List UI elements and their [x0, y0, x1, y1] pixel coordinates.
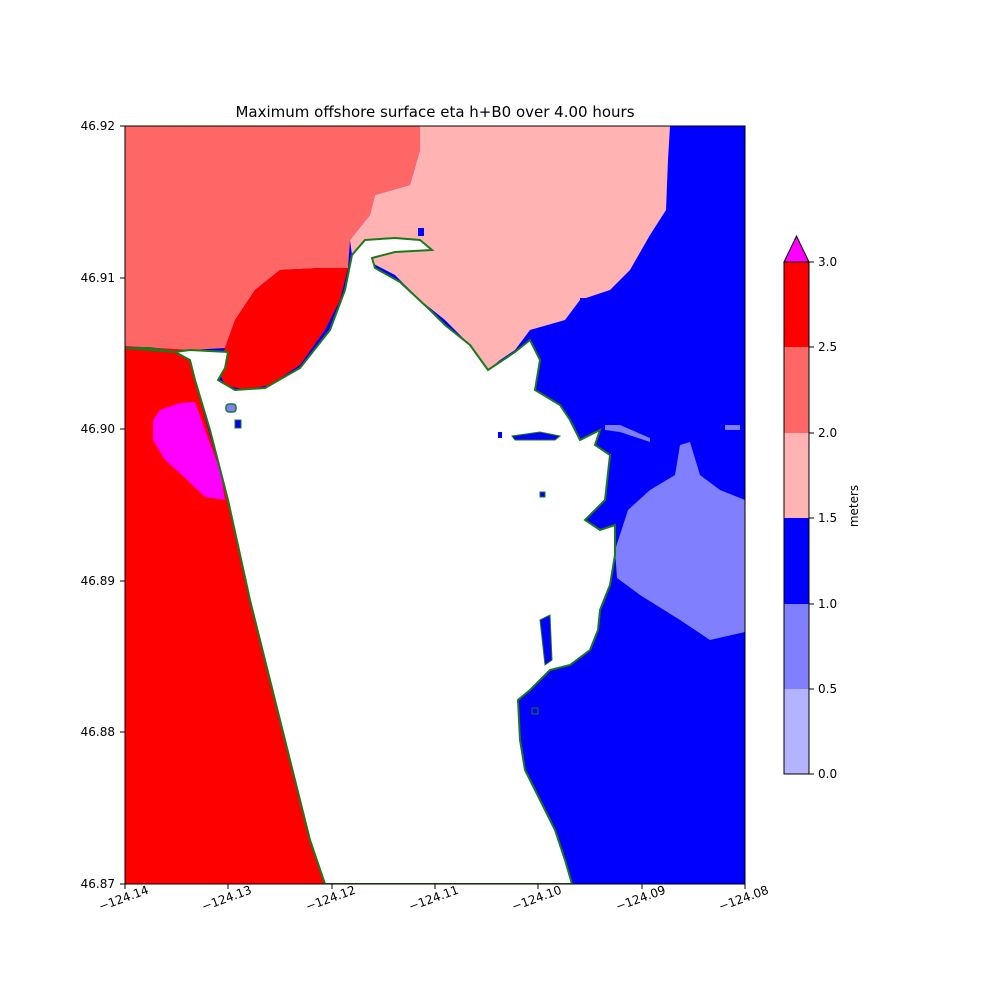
- colorbar-tick-label-3: 1.5: [818, 511, 837, 525]
- colorbar-band-3: [784, 433, 809, 518]
- x-axis: −124.14 −124.13 −124.12 −124.11 −124.10 …: [97, 883, 771, 914]
- channel-patch-1: [580, 298, 586, 306]
- y-tick-label-1: 46.88: [81, 725, 115, 739]
- creek-1: [511, 431, 562, 441]
- pond-2: [234, 419, 242, 429]
- colorbar-band-2: [784, 518, 809, 604]
- creek-4: [531, 707, 539, 715]
- colorbar-band-0: [784, 689, 809, 774]
- x-tick-label-6: −124.08: [717, 883, 771, 914]
- region-northwest-2.0-2.5: [125, 126, 420, 350]
- colorbar-tick-label-0: 0.0: [818, 767, 837, 781]
- colorbar-tick-label-5: 2.5: [818, 340, 837, 354]
- x-tick-label-4: −124.10: [510, 883, 564, 914]
- pond-1: [225, 403, 237, 413]
- land-area: [125, 236, 616, 884]
- region-estuary-0.5-1.0: [615, 442, 745, 640]
- colorbar-label: meters: [847, 485, 861, 527]
- y-tick-label-5: 46.92: [81, 119, 115, 133]
- creek-2: [539, 491, 546, 498]
- region-offshore-over-3.0: [153, 402, 225, 500]
- colorbar-tick-label-1: 0.5: [818, 682, 837, 696]
- region-north-shelf-1.5-2.0: [350, 126, 670, 370]
- region-west-coast-2.5-3.0: [125, 346, 325, 884]
- y-tick-label-3: 46.90: [81, 422, 115, 436]
- colorbar-extend-arrow: [783, 234, 810, 263]
- channel-patch-5: [725, 425, 740, 430]
- creek-3: [539, 614, 553, 666]
- x-tick-label-3: −124.11: [407, 883, 461, 914]
- channel-patch-2: [418, 228, 424, 236]
- colorbar-tick-label-6: 3.0: [818, 255, 837, 269]
- channel-patch-4: [605, 425, 650, 442]
- region-inlet-channel-2.5-3.0: [217, 268, 348, 390]
- colorbar-band-5: [784, 262, 809, 347]
- x-tick-label-5: −124.09: [614, 883, 668, 914]
- colorbar-tick-label-2: 1.0: [818, 597, 837, 611]
- y-tick-label-4: 46.91: [81, 271, 115, 285]
- y-axis: 46.87 46.88 46.89 46.90 46.91 46.92: [81, 119, 125, 891]
- colorbar-band-4: [784, 347, 809, 433]
- y-tick-label-2: 46.89: [81, 574, 115, 588]
- channel-patch-3: [498, 432, 502, 438]
- chart-title: Maximum offshore surface eta h+B0 over 4…: [235, 103, 634, 121]
- x-tick-label-2: −124.12: [304, 883, 358, 914]
- colorbar-band-1: [784, 604, 809, 689]
- x-tick-label-1: −124.13: [200, 883, 254, 914]
- map-plot-area[interactable]: [125, 126, 745, 884]
- y-tick-label-0: 46.87: [81, 877, 115, 891]
- colorbar: 0.0 0.5 1.0 1.5 2.0 2.5 3.0 meters: [783, 234, 861, 781]
- colorbar-tick-label-4: 2.0: [818, 426, 837, 440]
